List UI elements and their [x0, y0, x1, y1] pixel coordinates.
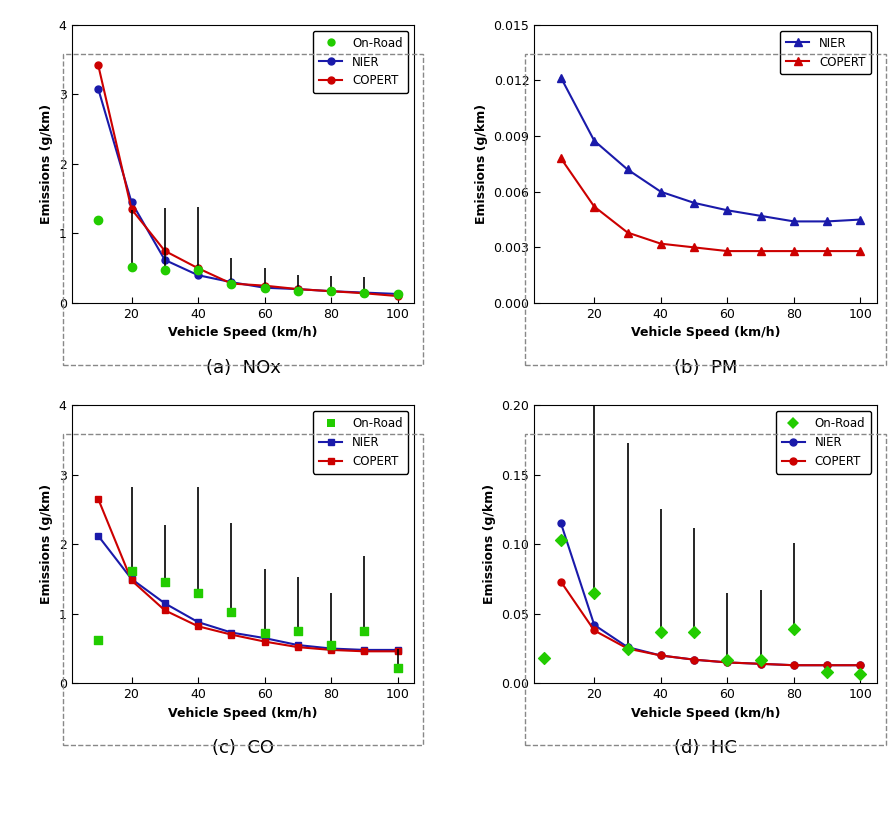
Point [224, 605, 238, 619]
Point [653, 625, 667, 638]
Y-axis label: Emissions (g/km): Emissions (g/km) [483, 484, 495, 605]
Point [257, 281, 272, 294]
Point [686, 625, 700, 638]
Point [91, 633, 105, 647]
Point [157, 576, 172, 589]
Text: (a)  NOx: (a) NOx [206, 359, 280, 376]
Point [190, 586, 205, 600]
Point [390, 287, 404, 300]
Point [536, 652, 551, 665]
Point [124, 261, 139, 274]
Y-axis label: Emissions (g/km): Emissions (g/km) [475, 104, 487, 224]
Text: (c)  CO: (c) CO [212, 739, 274, 757]
Point [224, 278, 238, 291]
Point [357, 286, 371, 299]
Legend: NIER, COPERT: NIER, COPERT [779, 31, 870, 74]
Legend: On-Road, NIER, COPERT: On-Road, NIER, COPERT [313, 411, 408, 474]
Point [190, 263, 205, 276]
Point [157, 263, 172, 276]
X-axis label: Vehicle Speed (km/h): Vehicle Speed (km/h) [630, 707, 780, 719]
Point [291, 284, 305, 297]
Point [357, 624, 371, 638]
Point [852, 667, 866, 680]
Y-axis label: Emissions (g/km): Emissions (g/km) [40, 104, 53, 224]
Y-axis label: Emissions (g/km): Emissions (g/km) [40, 484, 53, 605]
Legend: On-Road, NIER, COPERT: On-Road, NIER, COPERT [313, 31, 408, 93]
X-axis label: Vehicle Speed (km/h): Vehicle Speed (km/h) [168, 327, 317, 339]
Point [819, 666, 833, 679]
Point [390, 662, 404, 675]
Legend: On-Road, NIER, COPERT: On-Road, NIER, COPERT [775, 411, 870, 474]
X-axis label: Vehicle Speed (km/h): Vehicle Speed (km/h) [630, 327, 780, 339]
Point [586, 586, 601, 600]
Point [786, 623, 800, 636]
Point [324, 638, 338, 652]
Point [720, 653, 734, 667]
Text: (b)  PM: (b) PM [673, 359, 737, 376]
Point [553, 533, 568, 547]
Point [124, 564, 139, 577]
Point [753, 653, 767, 667]
Point [620, 642, 634, 655]
X-axis label: Vehicle Speed (km/h): Vehicle Speed (km/h) [168, 707, 317, 719]
Point [91, 213, 105, 226]
Point [257, 626, 272, 639]
Point [324, 284, 338, 298]
Text: (d)  HC: (d) HC [673, 739, 737, 757]
Point [291, 624, 305, 638]
